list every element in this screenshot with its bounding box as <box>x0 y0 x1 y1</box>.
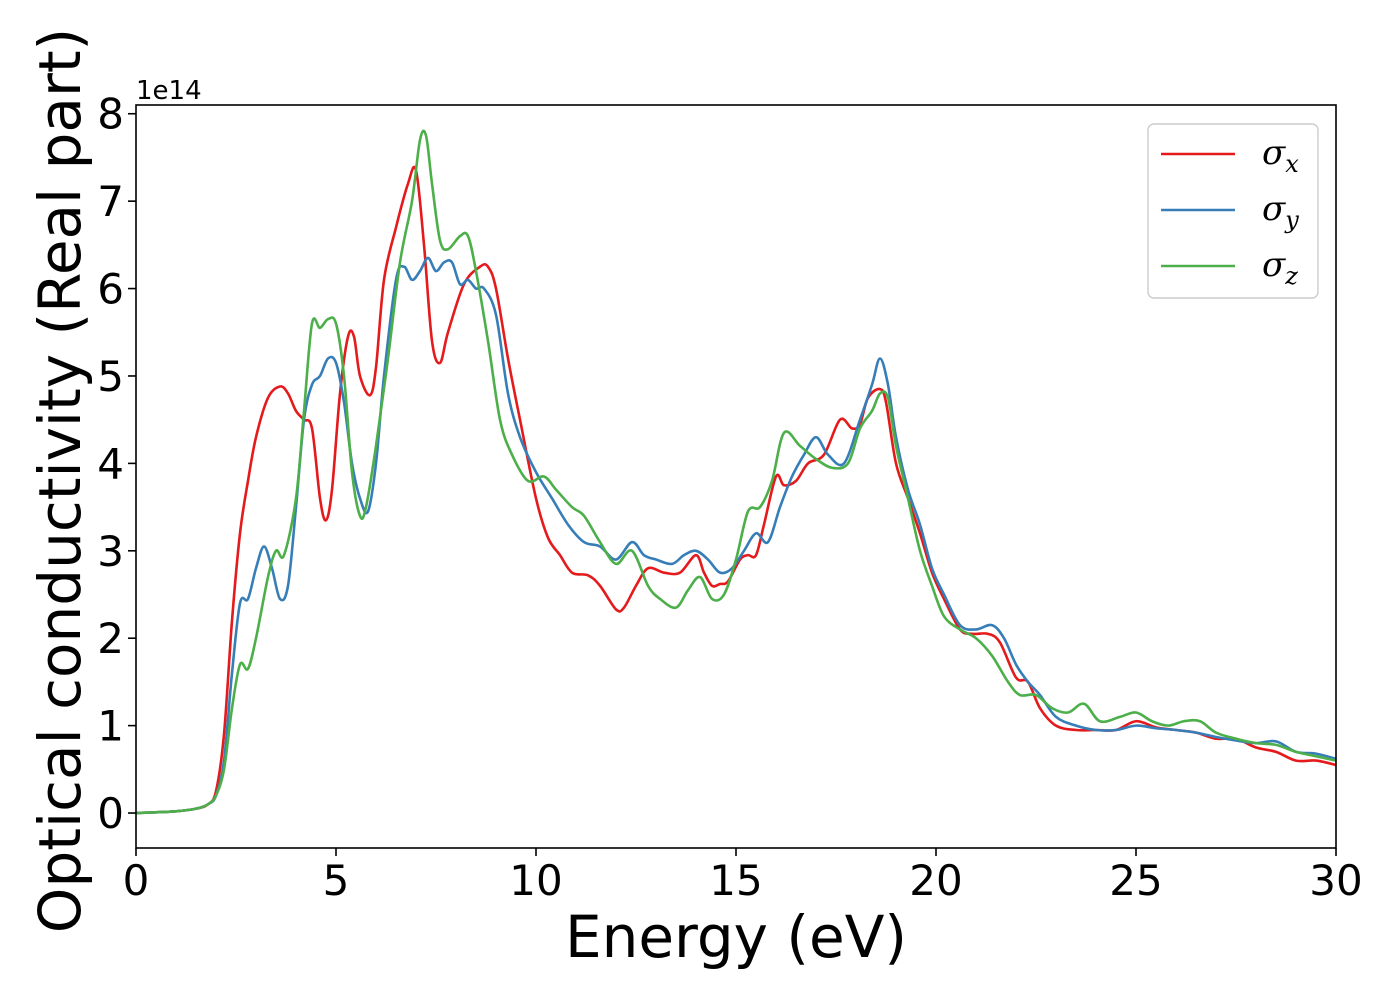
y-tick-label: 8 <box>97 90 124 139</box>
x-tick-label: 15 <box>709 856 762 905</box>
legend-label-y: σy <box>1262 189 1299 234</box>
x-axis-ticks: 0 5 10 15 20 25 30 <box>123 848 1363 905</box>
x-tick-label: 10 <box>509 856 562 905</box>
x-axis-label: Energy (eV) <box>565 903 907 971</box>
series-line-x <box>135 165 1337 815</box>
legend-label-x: σx <box>1262 133 1299 178</box>
x-tick-label: 5 <box>323 856 350 905</box>
x-tick-label: 0 <box>123 856 150 905</box>
y-tick-label: 2 <box>97 614 124 663</box>
legend-label-z: σz <box>1262 245 1298 290</box>
plot-area <box>135 104 1337 849</box>
y-axis-offset-label: 1e14 <box>136 76 202 106</box>
y-tick-label: 7 <box>97 177 124 226</box>
x-tick-label: 20 <box>909 856 962 905</box>
series-line-z <box>135 129 1337 815</box>
y-tick-label: 0 <box>97 789 124 838</box>
y-tick-label: 4 <box>97 439 124 488</box>
y-tick-label: 1 <box>97 702 124 751</box>
y-axis-label: Optical conductivity (Real part) <box>26 28 94 933</box>
legend: σx σy σz <box>1147 123 1319 299</box>
y-axis-ticks: 0 1 2 3 4 5 6 7 8 <box>97 90 136 838</box>
x-tick-label: 30 <box>1309 856 1362 905</box>
series-layer <box>135 129 1337 815</box>
y-tick-label: 6 <box>97 265 124 314</box>
series-line-y <box>135 256 1337 815</box>
y-tick-label: 3 <box>97 527 124 576</box>
x-tick-label: 25 <box>1109 856 1162 905</box>
y-tick-label: 5 <box>97 352 124 401</box>
